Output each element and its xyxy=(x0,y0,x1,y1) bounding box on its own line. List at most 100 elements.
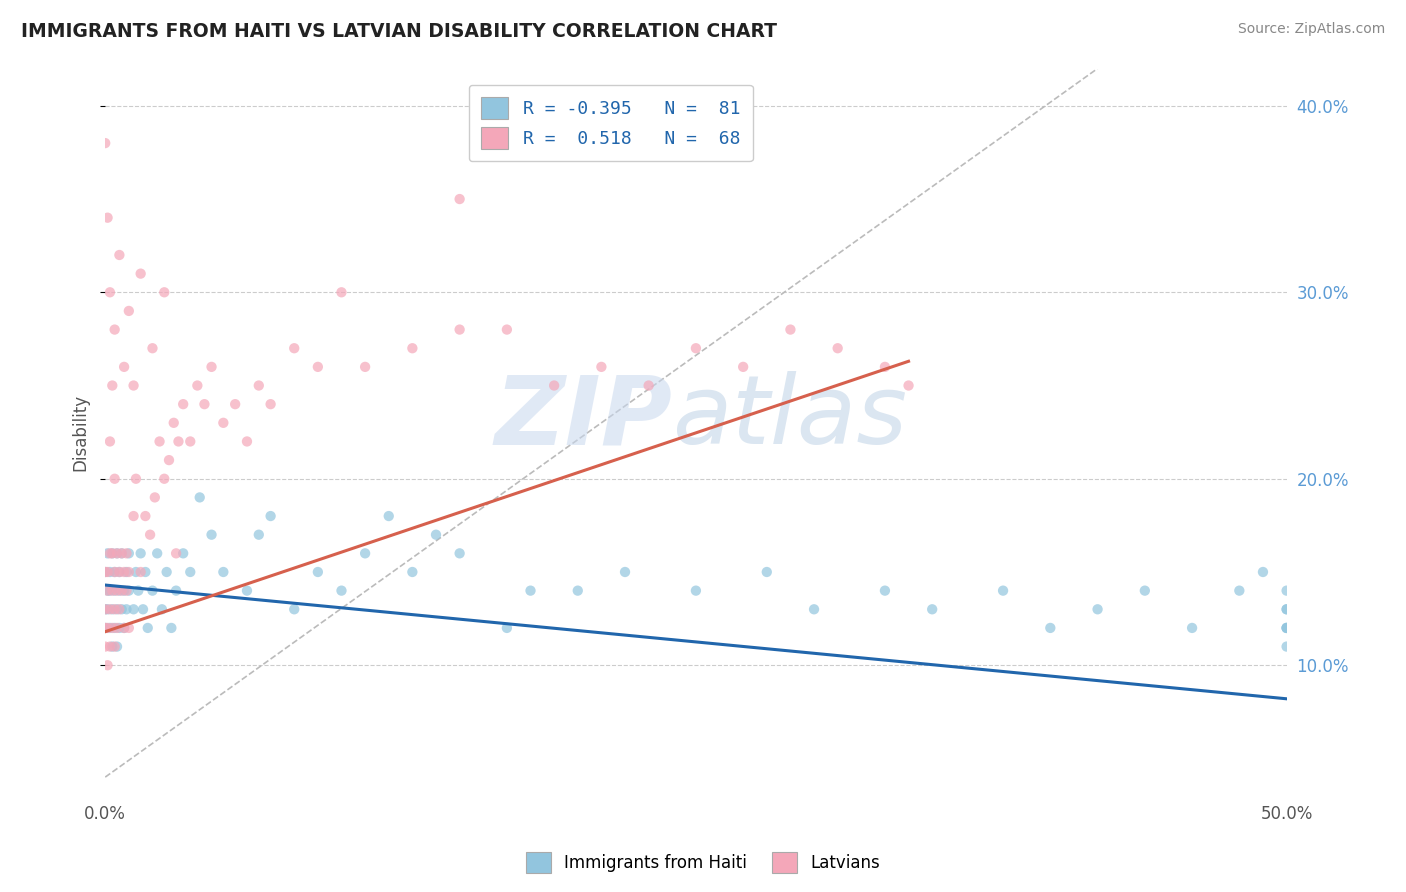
Point xyxy=(146,546,169,560)
Point xyxy=(150,602,173,616)
Point xyxy=(108,565,131,579)
Point xyxy=(97,602,120,616)
Point xyxy=(105,621,128,635)
Point xyxy=(97,565,120,579)
Point xyxy=(307,565,329,579)
Point xyxy=(94,621,117,635)
Point xyxy=(141,583,163,598)
Legend: Immigrants from Haiti, Latvians: Immigrants from Haiti, Latvians xyxy=(519,846,887,880)
Point xyxy=(224,397,246,411)
Point xyxy=(1275,602,1298,616)
Point xyxy=(98,583,121,598)
Point xyxy=(115,583,138,598)
Point xyxy=(139,527,162,541)
Point xyxy=(165,583,187,598)
Point xyxy=(112,621,135,635)
Point xyxy=(105,640,128,654)
Point xyxy=(156,565,179,579)
Point xyxy=(101,546,124,560)
Point xyxy=(112,621,135,635)
Point xyxy=(283,341,305,355)
Point xyxy=(94,621,117,635)
Point xyxy=(283,602,305,616)
Text: IMMIGRANTS FROM HAITI VS LATVIAN DISABILITY CORRELATION CHART: IMMIGRANTS FROM HAITI VS LATVIAN DISABIL… xyxy=(21,22,778,41)
Point xyxy=(101,583,124,598)
Point xyxy=(97,546,120,560)
Point xyxy=(354,359,377,374)
Point xyxy=(1133,583,1156,598)
Point xyxy=(115,565,138,579)
Point xyxy=(1275,621,1298,635)
Point xyxy=(125,472,148,486)
Point xyxy=(141,341,163,355)
Point xyxy=(98,602,121,616)
Point xyxy=(236,434,259,449)
Point xyxy=(1181,621,1204,635)
Point xyxy=(496,621,519,635)
Point xyxy=(111,546,134,560)
Point xyxy=(127,583,149,598)
Point xyxy=(97,583,120,598)
Point xyxy=(101,546,124,560)
Point xyxy=(163,416,186,430)
Point xyxy=(134,509,156,524)
Point xyxy=(354,546,377,560)
Point xyxy=(193,397,215,411)
Point xyxy=(122,602,145,616)
Point xyxy=(614,565,637,579)
Point xyxy=(104,322,127,336)
Point xyxy=(212,416,235,430)
Point xyxy=(236,583,259,598)
Point xyxy=(108,621,131,635)
Point xyxy=(105,546,128,560)
Point xyxy=(425,527,447,541)
Point xyxy=(148,434,170,449)
Point xyxy=(519,583,541,598)
Point xyxy=(115,546,138,560)
Point xyxy=(94,640,117,654)
Point xyxy=(212,565,235,579)
Point xyxy=(401,341,423,355)
Point xyxy=(118,583,141,598)
Point xyxy=(104,565,127,579)
Point xyxy=(157,453,180,467)
Point xyxy=(1039,621,1062,635)
Legend: R = -0.395   N =  81, R =  0.518   N =  68: R = -0.395 N = 81, R = 0.518 N = 68 xyxy=(468,85,754,161)
Point xyxy=(132,602,155,616)
Point xyxy=(330,285,353,300)
Point xyxy=(188,491,211,505)
Point xyxy=(165,546,187,560)
Point xyxy=(567,583,589,598)
Point xyxy=(991,583,1014,598)
Point xyxy=(97,583,120,598)
Text: ZIP: ZIP xyxy=(495,371,672,464)
Point xyxy=(200,359,222,374)
Point xyxy=(247,378,270,392)
Point xyxy=(921,602,943,616)
Point xyxy=(129,546,152,560)
Point xyxy=(98,640,121,654)
Y-axis label: Disability: Disability xyxy=(72,393,89,471)
Point xyxy=(104,640,127,654)
Point xyxy=(94,565,117,579)
Point xyxy=(449,546,471,560)
Point xyxy=(259,509,281,524)
Point xyxy=(97,211,120,225)
Point xyxy=(186,378,208,392)
Text: Source: ZipAtlas.com: Source: ZipAtlas.com xyxy=(1237,22,1385,37)
Point xyxy=(153,285,176,300)
Point xyxy=(104,621,127,635)
Point xyxy=(167,434,190,449)
Point xyxy=(98,434,121,449)
Point xyxy=(136,621,159,635)
Point xyxy=(179,565,201,579)
Point xyxy=(1275,602,1298,616)
Point xyxy=(108,565,131,579)
Point xyxy=(1251,565,1274,579)
Point xyxy=(115,602,138,616)
Point xyxy=(108,602,131,616)
Point xyxy=(94,565,117,579)
Point xyxy=(247,527,270,541)
Point xyxy=(449,322,471,336)
Point xyxy=(685,583,707,598)
